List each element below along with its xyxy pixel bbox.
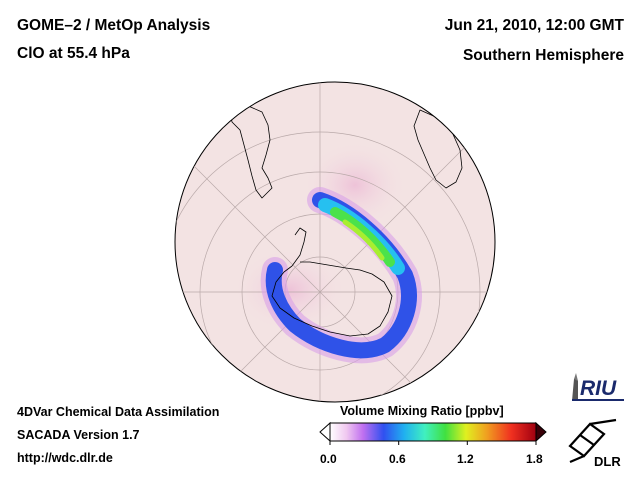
clo-band-yellowgreen	[342, 219, 385, 261]
footer-version: SACADA Version 1.7	[17, 428, 140, 442]
colorbar-arrow-low	[319, 421, 331, 443]
colorbar-tick-0: 0.0	[320, 452, 337, 466]
dlr-logo: DLR	[568, 418, 621, 468]
colorbar	[319, 421, 547, 445]
colorbar-tick-1: 0.6	[389, 452, 406, 466]
clo-band-green	[330, 207, 395, 267]
riu-logo: RIU	[572, 373, 624, 401]
colorbar-tick-3: 1.8	[526, 452, 543, 466]
footer-url[interactable]: http://wdc.dlr.de	[17, 451, 113, 465]
antarctica-coast	[271, 261, 393, 337]
south-america-coast	[229, 104, 273, 199]
colorbar-gradient	[329, 422, 537, 442]
antarctic-peninsula	[291, 227, 307, 267]
riu-logo-text: RIU	[580, 377, 617, 400]
dlr-logo-text: DLR	[594, 454, 621, 468]
footer-method: 4DVar Chemical Data Assimilation	[17, 405, 220, 419]
colorbar-title: Volume Mixing Ratio [ppbv]	[340, 404, 504, 418]
title-species-level: ClO at 55.4 hPa	[17, 45, 130, 62]
title-region: Southern Hemisphere	[462, 47, 624, 64]
colorbar-arrow-high	[535, 421, 547, 443]
colorbar-tick-2: 1.2	[457, 452, 474, 466]
clo-vortex	[260, 187, 422, 364]
title-date: Jun 21, 2010, 12:00 GMT	[444, 17, 624, 34]
title-instrument: GOME–2 / MetOp Analysis	[17, 17, 211, 34]
